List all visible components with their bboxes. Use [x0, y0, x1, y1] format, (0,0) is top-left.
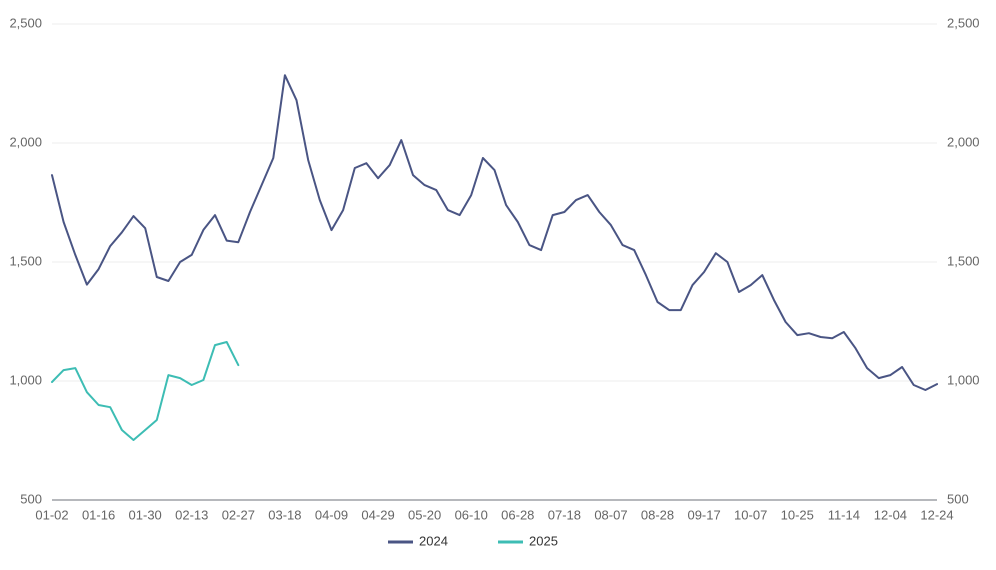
- x-tick-label: 01-02: [35, 507, 68, 522]
- line-series: [51, 74, 938, 391]
- x-tick-label: 12-04: [874, 507, 907, 522]
- x-tick-label: 06-28: [501, 507, 534, 522]
- x-tick-label: 06-10: [455, 507, 488, 522]
- line-series: [51, 341, 240, 441]
- y-tick-label: 1,500: [9, 253, 42, 268]
- x-tick-label: 11-14: [828, 507, 860, 522]
- x-tick-label: 10-25: [781, 507, 814, 522]
- y2-tick-label: 500: [947, 491, 969, 506]
- x-tick-label: 01-30: [129, 507, 162, 522]
- y2-tick-label: 2,000: [947, 134, 980, 149]
- y-tick-label: 1,000: [9, 372, 42, 387]
- x-tick-label: 08-28: [641, 507, 674, 522]
- x-tick-label: 01-16: [82, 507, 115, 522]
- y2-tick-label: 1,500: [947, 253, 980, 268]
- legend-label: 2024: [419, 533, 448, 548]
- y-tick-label: 2,500: [9, 15, 42, 30]
- x-tick-label: 08-07: [594, 507, 627, 522]
- x-tick-label: 02-13: [175, 507, 208, 522]
- x-tick-label: 07-18: [548, 507, 581, 522]
- y-tick-label: 2,000: [9, 134, 42, 149]
- legend-label: 2025: [529, 533, 558, 548]
- x-tick-label: 09-17: [687, 507, 720, 522]
- x-tick-label: 04-29: [361, 507, 394, 522]
- y2-tick-label: 2,500: [947, 15, 980, 30]
- y-tick-label: 500: [20, 491, 42, 506]
- x-tick-label: 04-09: [315, 507, 348, 522]
- x-tick-label: 03-18: [268, 507, 301, 522]
- x-tick-label: 10-07: [734, 507, 767, 522]
- x-tick-label: 02-27: [222, 507, 255, 522]
- x-tick-label: 12-24: [920, 507, 953, 522]
- y2-tick-label: 1,000: [947, 372, 980, 387]
- x-tick-label: 05-20: [408, 507, 441, 522]
